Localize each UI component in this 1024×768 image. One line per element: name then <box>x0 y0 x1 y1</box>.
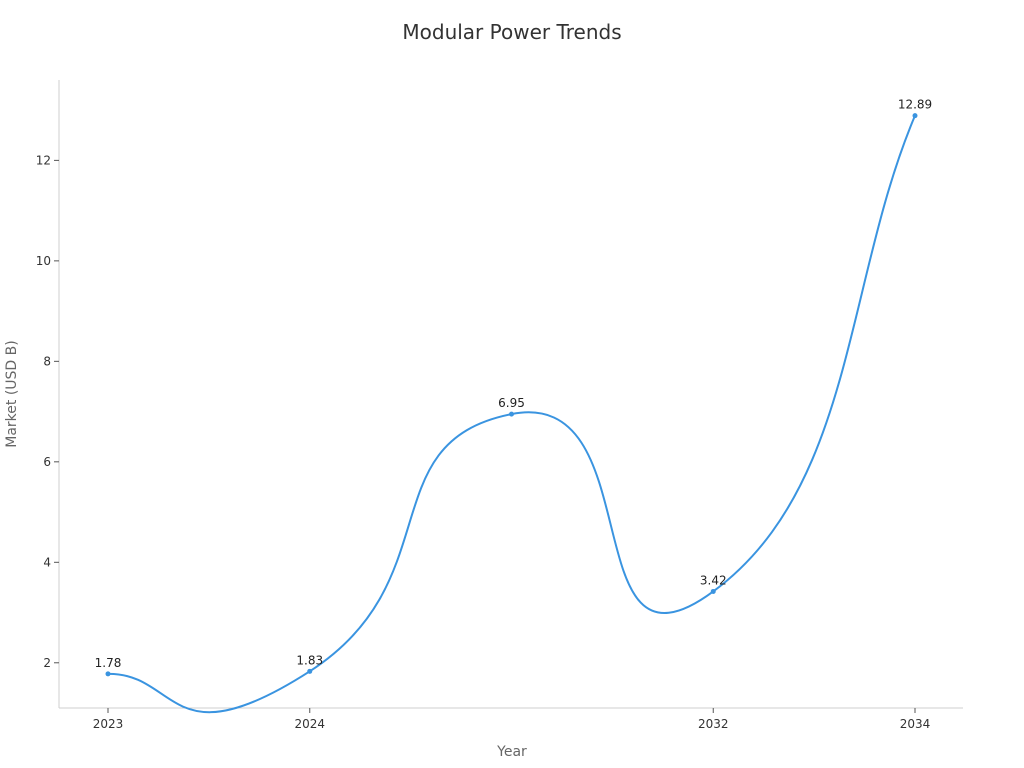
y-tick-label: 8 <box>43 354 51 368</box>
data-point <box>105 671 111 677</box>
data-label: 3.42 <box>700 573 727 587</box>
data-label: 1.78 <box>95 656 122 670</box>
axes <box>58 80 963 709</box>
y-tick-label: 6 <box>43 455 51 469</box>
data-point <box>509 411 514 417</box>
data-label: 12.89 <box>898 98 932 112</box>
x-axis-title: Year <box>496 744 527 760</box>
series-line <box>107 115 916 714</box>
data-label: 1.83 <box>296 653 323 667</box>
data-point <box>307 668 313 674</box>
data-point <box>710 588 716 594</box>
y-tick-label: 10 <box>36 254 51 268</box>
data-points <box>105 113 918 677</box>
y-tick-label: 2 <box>43 656 51 670</box>
y-axis-ticks: 2 4 6 8 10 12 <box>36 153 59 670</box>
x-axis-ticks: 2023 2024 2032 2034 <box>93 708 931 731</box>
data-label: 6.95 <box>498 396 525 410</box>
data-point <box>912 113 918 119</box>
x-tick-label: 2024 <box>294 717 325 731</box>
x-tick-label: 2023 <box>93 717 124 731</box>
y-tick-label: 12 <box>36 153 51 167</box>
data-labels: 1.78 1.83 6.95 3.42 12.89 <box>95 98 933 670</box>
chart-title: Modular Power Trends <box>402 20 622 44</box>
x-tick-label: 2034 <box>900 717 931 731</box>
y-axis-title: Market (USD B) <box>4 340 20 447</box>
y-tick-label: 4 <box>43 555 51 569</box>
x-tick-label: 2032 <box>698 717 729 731</box>
